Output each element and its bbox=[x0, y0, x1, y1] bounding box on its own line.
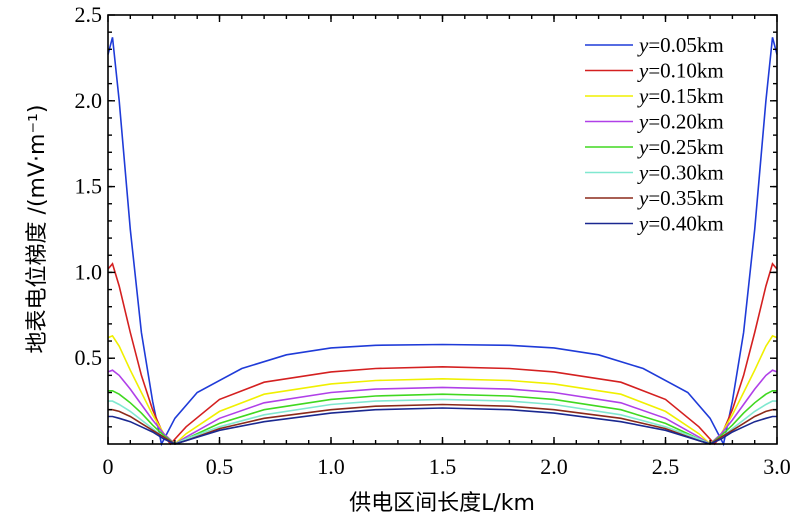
legend-value: =0.40km bbox=[648, 212, 723, 236]
y-tick-label: 0.5 bbox=[75, 345, 103, 370]
legend-variable: y bbox=[637, 161, 649, 185]
x-tick-label: 3.0 bbox=[763, 454, 791, 479]
series-line-2 bbox=[107, 262, 778, 446]
series-line-5 bbox=[108, 390, 777, 445]
legend-value: =0.05km bbox=[648, 33, 723, 57]
legend-label-8: y=0.40km bbox=[637, 212, 724, 236]
x-tick-label: 2.5 bbox=[652, 454, 680, 479]
series-line-7 bbox=[108, 403, 777, 445]
legend-label-3: y=0.15km bbox=[637, 84, 724, 108]
legend-value: =0.25km bbox=[648, 135, 723, 159]
legend-label-6: y=0.30km bbox=[637, 161, 724, 185]
legend-label-4: y=0.20km bbox=[637, 110, 724, 134]
x-tick-label: 2.0 bbox=[540, 454, 568, 479]
legend-value: =0.30km bbox=[648, 161, 723, 185]
x-tick-label: 0.5 bbox=[206, 454, 234, 479]
y-tick-label: 1.0 bbox=[75, 259, 103, 284]
ticks-layer: 0 0.5 1.0 1.5 2.0 2.5 3.0 0.5 1.0 1.5 2.0 2.5 bbox=[75, 2, 791, 479]
legend-variable: y bbox=[637, 186, 649, 210]
x-tick-label: 1.0 bbox=[317, 454, 345, 479]
x-axis-label: 供电区间长度L/km bbox=[349, 491, 535, 516]
legend-label-7: y=0.35km bbox=[637, 186, 724, 210]
series-layer bbox=[107, 37, 778, 447]
legend-variable: y bbox=[637, 33, 649, 57]
y-tick-label: 1.5 bbox=[75, 174, 103, 199]
legend-label-2: y=0.10km bbox=[637, 59, 724, 83]
series-line-1 bbox=[107, 37, 778, 447]
legend-variable: y bbox=[637, 212, 649, 236]
legend-value: =0.15km bbox=[648, 84, 723, 108]
series-line-3 bbox=[107, 334, 778, 446]
y-tick-label: 2.5 bbox=[75, 2, 103, 27]
x-tick-label: 1.5 bbox=[429, 454, 457, 479]
legend-label-5: y=0.25km bbox=[637, 135, 724, 159]
y-axis-label: 地表电位梯度 /(mV·m⁻¹) bbox=[25, 105, 50, 354]
legend-variable: y bbox=[637, 59, 649, 83]
y-tick-label: 2.0 bbox=[75, 88, 103, 113]
legend-variable: y bbox=[637, 84, 649, 108]
series-line-4 bbox=[107, 369, 778, 446]
legend-value: =0.35km bbox=[648, 186, 723, 210]
series-line-6 bbox=[108, 398, 777, 445]
legend: y=0.05kmy=0.10kmy=0.15kmy=0.20kmy=0.25km… bbox=[585, 33, 724, 236]
legend-label-1: y=0.05km bbox=[637, 33, 724, 57]
series-line-8 bbox=[108, 407, 777, 445]
legend-variable: y bbox=[637, 110, 649, 134]
legend-value: =0.20km bbox=[648, 110, 723, 134]
x-tick-label: 0 bbox=[103, 454, 114, 479]
legend-variable: y bbox=[637, 135, 649, 159]
legend-value: =0.10km bbox=[648, 59, 723, 83]
